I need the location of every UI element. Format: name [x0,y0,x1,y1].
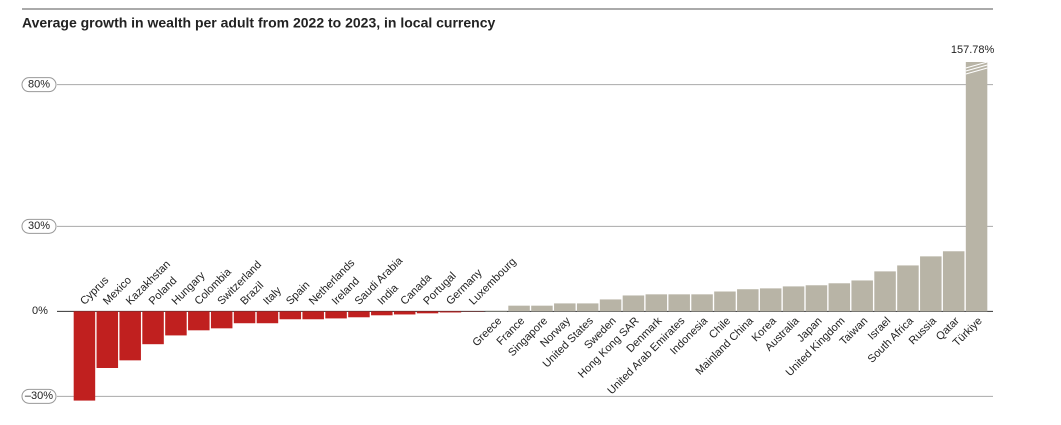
bar [965,62,988,312]
bar [828,283,851,312]
bar [599,299,622,312]
bar [416,311,439,314]
bar [737,289,759,312]
bar [576,303,599,312]
bar [851,280,873,312]
bar [256,311,279,324]
bar [371,311,393,316]
y-tick-label: 0% [32,305,48,317]
break-mark [965,64,988,72]
bar [645,294,668,312]
bar [393,311,416,315]
bar [188,311,210,331]
value-label: 157.78% [951,44,995,56]
bar [554,303,576,312]
bar [119,311,141,361]
bar [691,294,713,312]
bar [531,305,553,312]
bar [485,310,507,312]
tick-pill [21,388,57,404]
break-mark [965,61,988,69]
bar [165,311,187,336]
bar [920,256,942,312]
bar [73,311,96,401]
bar [942,251,965,312]
tick-pill [21,218,57,234]
bar [210,311,233,329]
y-tick-label: 30% [28,220,50,232]
bar [142,311,164,345]
break-mark [965,67,988,75]
bar [325,311,347,319]
bar [759,288,782,312]
bar [897,265,919,312]
bar [508,305,530,312]
bar [714,291,736,312]
bar [348,311,370,318]
bar [782,286,805,312]
bar [668,294,690,312]
y-tick-label: 80% [28,79,50,91]
bar [874,271,896,312]
bar [805,285,828,312]
chart-title: Average growth in wealth per adult from … [22,15,496,31]
tick-pill [21,77,57,93]
bar [302,311,324,320]
y-tick-label: –30% [25,390,53,402]
bar [439,311,462,313]
bar [96,311,119,368]
x-tick-label: Spain [284,279,312,307]
bar [233,311,256,324]
bar [279,311,302,320]
bar [622,295,645,312]
